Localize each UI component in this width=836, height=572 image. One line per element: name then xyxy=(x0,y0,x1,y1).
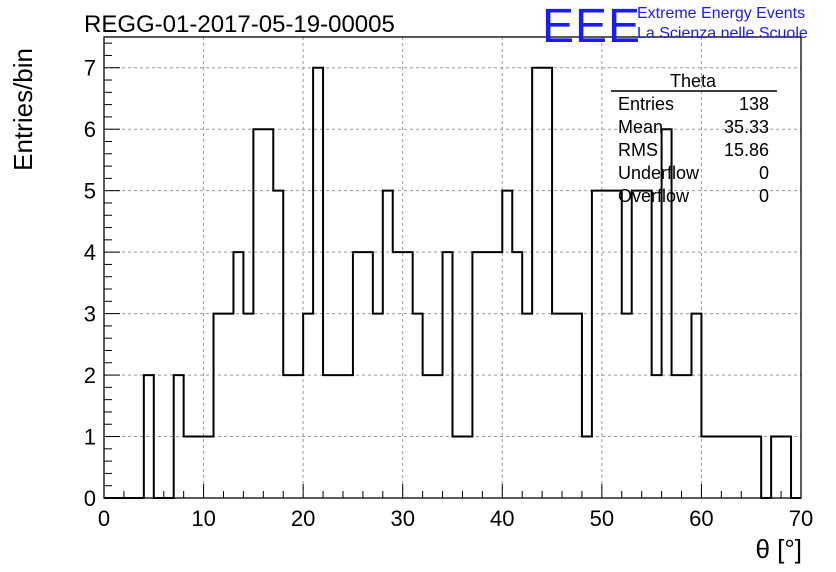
stats-label-underflow: Underflow xyxy=(618,163,700,183)
stats-label-overflow: Overflow xyxy=(618,186,690,206)
histogram-bin xyxy=(214,314,224,498)
histogram-bin xyxy=(522,314,532,498)
y-tick-label: 0 xyxy=(84,486,96,511)
histogram-bin xyxy=(701,437,711,498)
histogram-bin xyxy=(542,68,552,498)
histogram-bin xyxy=(711,437,721,498)
y-tick-label: 4 xyxy=(84,240,96,265)
histogram-bin xyxy=(552,314,562,498)
histogram-bin xyxy=(691,314,701,498)
histogram-bin xyxy=(453,437,463,498)
histogram-bin xyxy=(194,437,204,498)
histogram-bin xyxy=(303,314,313,498)
histogram-bin xyxy=(562,314,572,498)
x-tick-label: 30 xyxy=(390,506,414,531)
histogram-bin xyxy=(313,68,323,498)
x-tick-label: 40 xyxy=(490,506,514,531)
histogram-bin xyxy=(592,191,602,498)
y-tick-label: 1 xyxy=(84,425,96,450)
histogram-bin xyxy=(204,437,214,498)
eee-logo: EEE Extreme Energy Events La Scienza nel… xyxy=(542,0,808,53)
histogram-bin xyxy=(373,314,383,498)
y-axis-title: Entries/bin xyxy=(8,48,38,171)
stats-box: Theta Entries 138 Mean 35.33 RMS 15.86 U… xyxy=(611,71,777,206)
histogram-bin xyxy=(572,314,582,498)
y-tick-label: 3 xyxy=(84,302,96,327)
x-tick-label: 60 xyxy=(689,506,713,531)
histogram-bin xyxy=(184,437,194,498)
x-tick-label: 20 xyxy=(291,506,315,531)
histogram-bin xyxy=(781,437,791,498)
stats-label-mean: Mean xyxy=(618,117,663,137)
histogram-bin xyxy=(462,437,472,498)
histogram-bin xyxy=(413,314,423,498)
histogram-bin xyxy=(771,437,781,498)
histogram-bin xyxy=(243,314,253,498)
stats-value-underflow: 0 xyxy=(759,163,769,183)
histogram-outline xyxy=(104,66,801,499)
histogram-bin xyxy=(741,437,751,498)
histogram-bin xyxy=(502,191,512,498)
histogram-bin xyxy=(383,191,393,498)
plot-frame xyxy=(103,36,802,499)
histogram-bin xyxy=(612,191,622,498)
histogram-bin xyxy=(642,191,652,498)
stats-label-rms: RMS xyxy=(618,140,658,160)
histogram-bin xyxy=(273,191,283,498)
histogram-bin xyxy=(731,437,741,498)
stats-value-entries: 138 xyxy=(739,94,769,114)
x-tick-label: 70 xyxy=(789,506,813,531)
y-tick-label: 5 xyxy=(84,179,96,204)
logo-acronym: EEE xyxy=(542,0,641,53)
logo-line-1: Extreme Energy Events xyxy=(637,5,805,22)
histogram-bin xyxy=(622,314,632,498)
y-tick-label: 7 xyxy=(84,56,96,81)
y-tick-label: 6 xyxy=(84,117,96,142)
stats-value-overflow: 0 xyxy=(759,186,769,206)
histogram-bin xyxy=(721,437,731,498)
stats-label-entries: Entries xyxy=(618,94,674,114)
histogram-bin xyxy=(751,437,761,498)
stats-value-mean: 35.33 xyxy=(724,117,769,137)
x-tick-label: 0 xyxy=(98,506,110,531)
histogram-bin xyxy=(223,314,233,498)
logo-line-2: La Scienza nelle Scuole xyxy=(637,25,808,42)
stats-title: Theta xyxy=(670,71,717,91)
x-tick-label: 50 xyxy=(590,506,614,531)
histogram-bin xyxy=(582,437,592,498)
x-axis-title: θ [°] xyxy=(755,534,802,564)
y-tick-label: 2 xyxy=(84,363,96,388)
run-title: REGG-01-2017-05-19-00005 xyxy=(84,11,395,38)
x-tick-label: 10 xyxy=(191,506,215,531)
histogram-series xyxy=(104,66,801,499)
stats-value-rms: 15.86 xyxy=(724,140,769,160)
histogram-bin xyxy=(632,191,642,498)
histogram-bin xyxy=(602,191,612,498)
histogram-bin xyxy=(532,68,542,498)
axis-ticks: 0 10 20 30 40 50 60 70 0 1 2 3 4 5 6 7 xyxy=(84,30,813,531)
